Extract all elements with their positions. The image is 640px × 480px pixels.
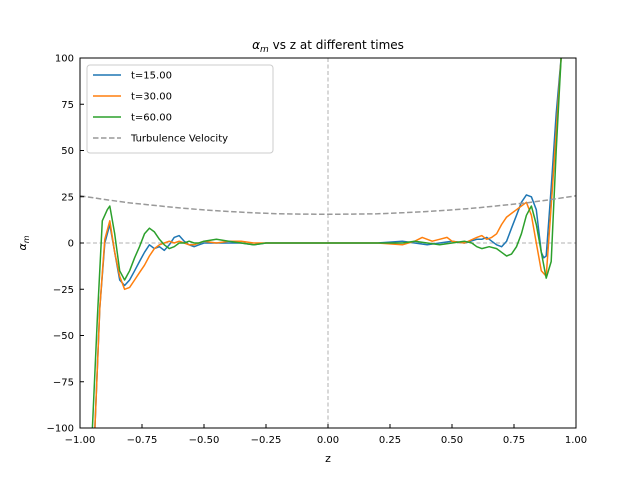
series-line-3 <box>91 58 562 428</box>
x-tick-label: −0.25 <box>251 435 282 446</box>
x-tick-label: −0.75 <box>127 435 158 446</box>
x-tick-label: 0.75 <box>503 435 525 446</box>
plot-area: −1.00 −0.75 −0.50 −0.25 0.00 0.25 0.50 0.75 1.00… <box>47 54 588 447</box>
x-tick-label: −0.50 <box>189 435 220 446</box>
y-axis: −100 −75 −50 −25 0 25 50 75 100 <box>47 54 84 435</box>
legend-label-4: Turbulence Velocity <box>130 134 228 145</box>
y-axis-label: αm <box>16 235 31 250</box>
y-tick-label: 100 <box>55 54 74 65</box>
y-tick-label: −100 <box>47 424 74 435</box>
x-tick-label: 0.50 <box>441 435 463 446</box>
series-layer <box>80 58 576 428</box>
x-tick-label: 0.25 <box>379 435 401 446</box>
series-line-4 <box>80 195 576 216</box>
y-tick-label: 0 <box>68 239 74 250</box>
x-tick-label: −1.00 <box>65 435 96 446</box>
y-tick-label: −25 <box>53 285 74 296</box>
y-tick-label: −75 <box>53 377 74 388</box>
x-axis-label: z <box>325 452 331 465</box>
y-tick-label: 25 <box>61 192 74 203</box>
x-tick-label: 0.00 <box>317 435 339 446</box>
legend-box <box>86 64 274 154</box>
legend: t=15.00 t=30.00 t=60.00 Turbulence Velocity <box>86 64 274 154</box>
y-tick-label: 50 <box>61 146 74 157</box>
x-axis: −1.00 −0.75 −0.50 −0.25 0.00 0.25 0.50 0.75 1.00 <box>65 424 587 446</box>
x-tick-label: 1.00 <box>565 435 587 446</box>
legend-label-3: t=60.00 <box>131 113 172 124</box>
chart-title: αm vs z at different times <box>252 38 404 55</box>
legend-label-1: t=15.00 <box>131 71 172 82</box>
y-tick-label: −50 <box>53 331 74 342</box>
y-tick-label: 75 <box>61 100 74 111</box>
legend-label-2: t=30.00 <box>131 92 172 103</box>
